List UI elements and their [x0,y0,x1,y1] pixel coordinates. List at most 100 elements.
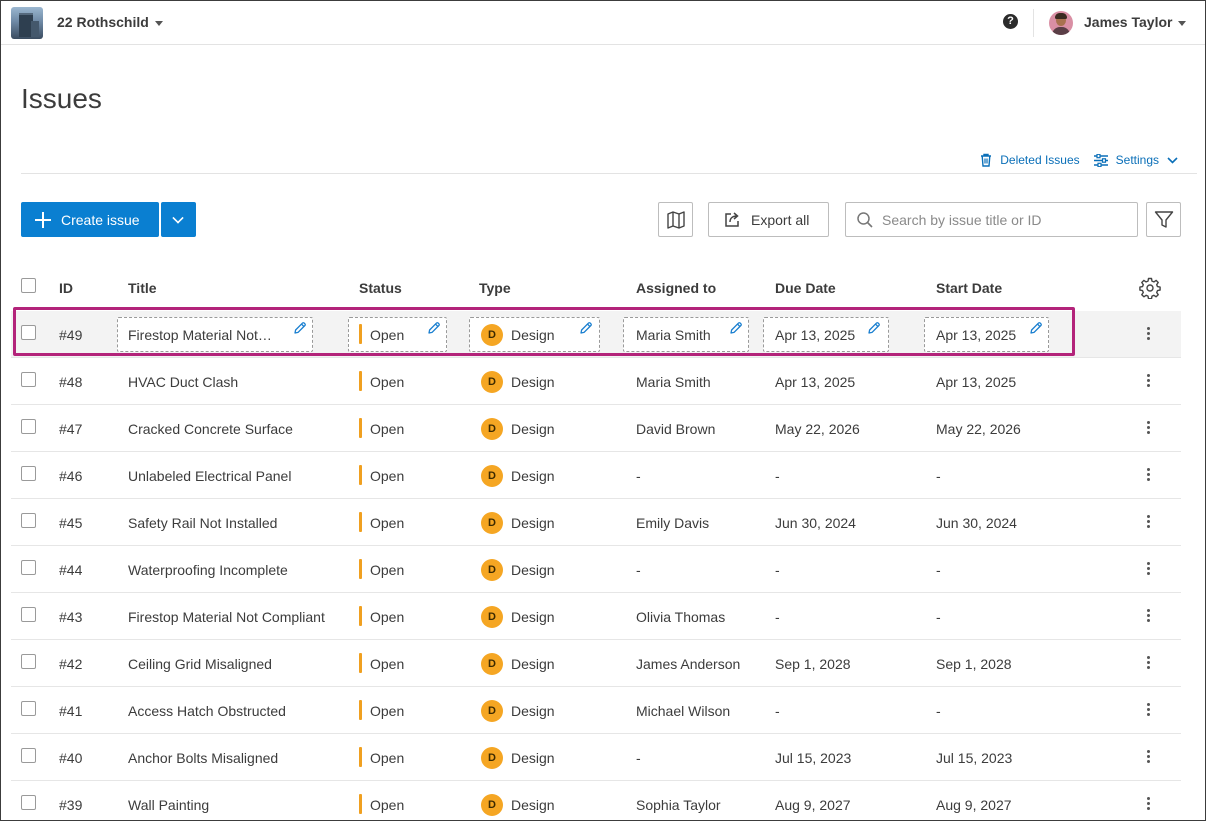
issue-start-date[interactable]: Jul 15, 2023 [936,750,1013,766]
issue-assignee[interactable]: Maria Smith [636,374,711,390]
issue-status[interactable]: Open [370,562,405,578]
issue-title[interactable]: Safety Rail Not Installed [128,515,278,531]
edit-status-box[interactable] [348,317,447,352]
issue-type[interactable]: Design [511,327,555,343]
table-row[interactable]: #41 Access Hatch Obstructed Open D Desig… [11,687,1181,734]
table-row[interactable]: #43 Firestop Material Not Compliant Open… [11,593,1181,640]
more-options-icon[interactable] [1147,703,1151,717]
issue-type[interactable]: Design [511,374,555,390]
issue-status[interactable]: Open [370,703,405,719]
column-header-due-date[interactable]: Due Date [775,280,836,296]
issue-status[interactable]: Open [370,750,405,766]
settings-link[interactable]: Settings [1093,153,1178,167]
issue-assignee[interactable]: - [636,468,641,484]
issue-assignee[interactable]: Olivia Thomas [636,609,726,625]
table-row[interactable]: #46 Unlabeled Electrical Panel Open D De… [11,452,1181,499]
table-row[interactable]: #45 Safety Rail Not Installed Open D Des… [11,499,1181,546]
table-row[interactable]: #39 Wall Painting Open D Design Sophia T… [11,781,1181,820]
pencil-icon[interactable] [867,321,881,340]
issue-status[interactable]: Open [370,797,405,813]
row-checkbox[interactable] [21,466,36,481]
pencil-icon[interactable] [427,321,441,340]
search-input[interactable] [882,211,1122,228]
issue-assignee[interactable]: Michael Wilson [636,703,731,719]
issue-type[interactable]: Design [511,797,555,813]
table-row[interactable]: #42 Ceiling Grid Misaligned Open D Desig… [11,640,1181,687]
issue-start-date[interactable]: Apr 13, 2025 [936,374,1017,390]
issue-title[interactable]: HVAC Duct Clash [128,374,239,390]
row-checkbox[interactable] [21,513,36,528]
issue-type[interactable]: Design [511,421,555,437]
column-header-status[interactable]: Status [359,280,402,296]
issue-type[interactable]: Design [511,609,555,625]
edit-title-box[interactable] [117,317,313,352]
export-all-button[interactable]: Export all [708,202,829,237]
table-row[interactable]: #44 Waterproofing Incomplete Open D Desi… [11,546,1181,593]
gear-icon[interactable] [1139,277,1161,299]
issue-assignee[interactable]: - [636,750,641,766]
issue-assignee[interactable]: Emily Davis [636,515,710,531]
row-checkbox[interactable] [21,372,36,387]
issue-title[interactable]: Firestop Material Not Compliant [128,609,325,625]
issue-type[interactable]: Design [511,468,555,484]
row-checkbox[interactable] [21,325,36,340]
issue-status[interactable]: Open [370,468,405,484]
issue-assignee[interactable]: - [636,562,641,578]
select-all-checkbox[interactable] [21,278,36,293]
issue-assignee[interactable]: Maria Smith [636,327,711,343]
issue-title[interactable]: Cracked Concrete Surface [128,421,293,437]
edit-start-date-box[interactable] [924,317,1049,352]
more-options-icon[interactable] [1147,468,1151,482]
table-row[interactable]: #49 Firestop Material Not… Open D Design… [11,311,1181,358]
issue-start-date[interactable]: Apr 13, 2025 [936,327,1017,343]
issue-title[interactable]: Ceiling Grid Misaligned [128,656,272,672]
filter-button[interactable] [1146,202,1181,237]
pencil-icon[interactable] [1029,321,1043,340]
issue-due-date[interactable]: - [775,609,780,625]
issue-due-date[interactable]: Sep 1, 2028 [775,656,851,672]
issue-title[interactable]: Anchor Bolts Misaligned [128,750,279,766]
issue-start-date[interactable]: Aug 9, 2027 [936,797,1012,813]
row-checkbox[interactable] [21,748,36,763]
issue-due-date[interactable]: - [775,562,780,578]
issue-type[interactable]: Design [511,656,555,672]
issue-title[interactable]: Access Hatch Obstructed [128,703,286,719]
more-options-icon[interactable] [1147,797,1151,811]
issue-due-date[interactable]: Apr 13, 2025 [775,374,856,390]
issue-assignee[interactable]: David Brown [636,421,716,437]
more-options-icon[interactable] [1147,515,1151,529]
pencil-icon[interactable] [579,321,593,340]
row-checkbox[interactable] [21,560,36,575]
more-options-icon[interactable] [1147,327,1151,341]
column-header-assigned[interactable]: Assigned to [636,280,717,296]
create-issue-button[interactable]: Create issue [21,202,159,237]
issue-type[interactable]: Design [511,750,555,766]
user-menu[interactable]: James Taylor [1084,14,1187,30]
issue-status[interactable]: Open [370,515,405,531]
issue-type[interactable]: Design [511,703,555,719]
project-thumbnail-icon[interactable] [11,7,43,39]
issue-status[interactable]: Open [370,421,405,437]
issue-title[interactable]: Unlabeled Electrical Panel [128,468,292,484]
row-checkbox[interactable] [21,701,36,716]
issue-start-date[interactable]: Jun 30, 2024 [936,515,1017,531]
issue-start-date[interactable]: - [936,609,941,625]
table-row[interactable]: #47 Cracked Concrete Surface Open D Desi… [11,405,1181,452]
edit-assignee-box[interactable] [623,317,749,352]
edit-due-date-box[interactable] [763,317,889,352]
issue-start-date[interactable]: - [936,468,941,484]
issue-due-date[interactable]: - [775,468,780,484]
issue-due-date[interactable]: Apr 13, 2025 [775,327,856,343]
issue-due-date[interactable]: Aug 9, 2027 [775,797,851,813]
issue-type[interactable]: Design [511,562,555,578]
more-options-icon[interactable] [1147,750,1151,764]
issue-status[interactable]: Open [370,327,405,343]
issue-title[interactable]: Wall Painting [128,797,210,813]
more-options-icon[interactable] [1147,374,1151,388]
project-selector[interactable]: 22 Rothschild [57,14,163,30]
map-view-button[interactable] [658,202,693,237]
help-icon[interactable]: ? [1003,14,1018,29]
row-checkbox[interactable] [21,607,36,622]
issue-due-date[interactable]: Jun 30, 2024 [775,515,856,531]
table-row[interactable]: #40 Anchor Bolts Misaligned Open D Desig… [11,734,1181,781]
